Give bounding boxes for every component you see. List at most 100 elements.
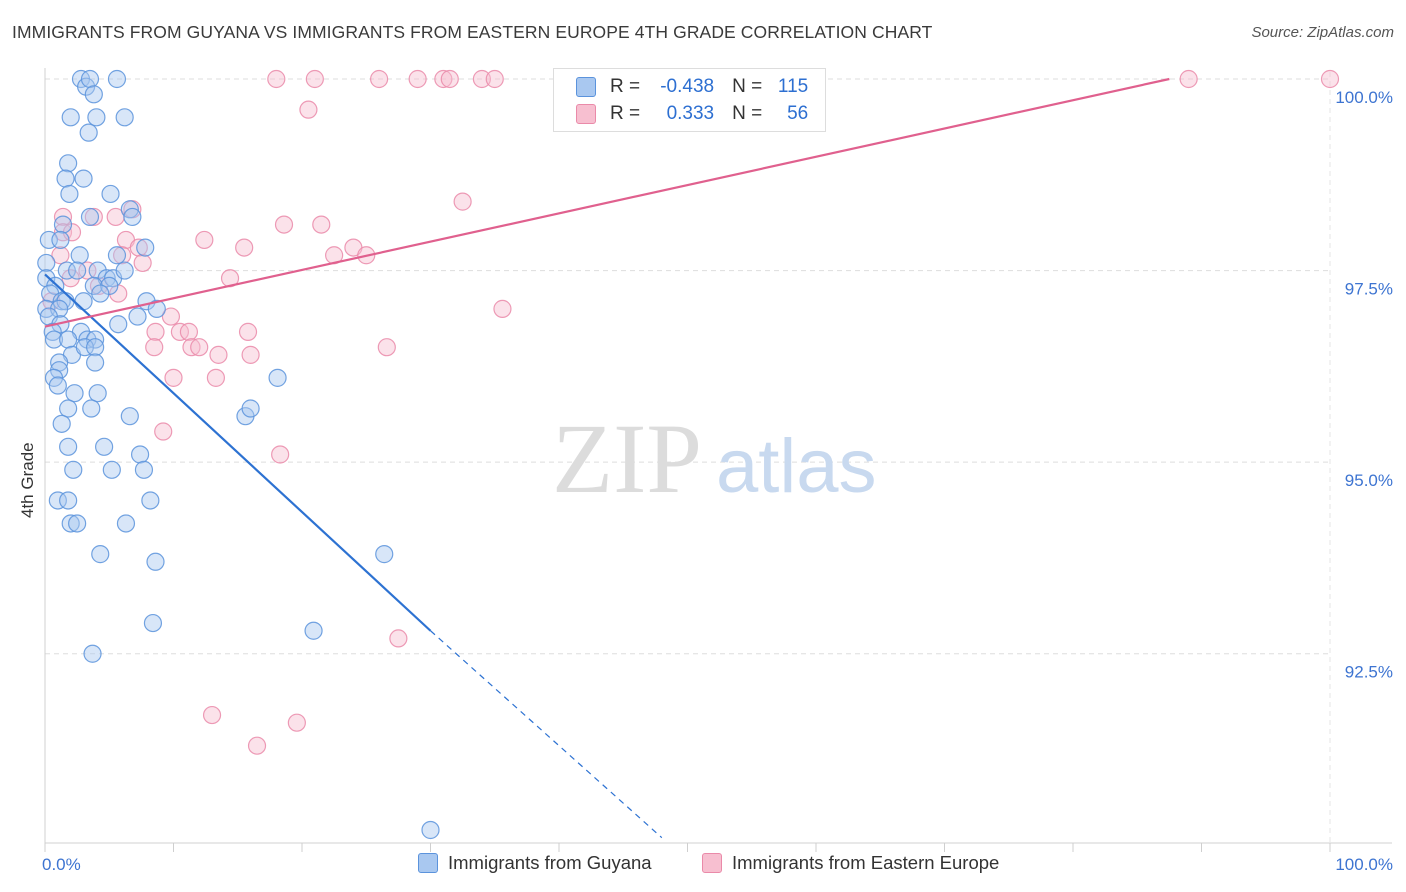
guyana-r-value: -0.438: [660, 76, 715, 97]
eastern-europe-point: [78, 261, 97, 280]
guyana-point: [83, 644, 102, 663]
guyana-point: [123, 207, 142, 227]
eastern-europe-point: [53, 207, 73, 227]
guyana-point: [74, 292, 93, 311]
guyana-point: [68, 261, 87, 280]
guyana-point: [61, 514, 80, 533]
legend-item-eastern-europe[interactable]: Immigrants from Eastern Europe: [702, 852, 999, 874]
guyana-point: [109, 315, 128, 334]
guyana-point: [128, 307, 147, 326]
guyana-point: [115, 261, 134, 280]
eastern-europe-point: [195, 230, 214, 250]
eastern-europe-point: [209, 345, 228, 364]
guyana-point: [86, 353, 105, 372]
eastern-europe-point: [145, 338, 164, 357]
eastern-europe-point: [154, 422, 173, 441]
guyana-point: [268, 368, 287, 387]
eastern-europe-point: [182, 338, 201, 357]
guyana-point: [74, 169, 93, 188]
series-eastern-europe-points: [42, 69, 1340, 755]
guyana-point: [241, 399, 260, 418]
r-label: R =: [610, 76, 641, 97]
eastern-europe-point: [1179, 69, 1198, 89]
stats-legend: R = -0.438 N = 115 R = 0.333 N = 56: [553, 68, 826, 132]
guyana-point: [141, 491, 160, 510]
guyana-point: [82, 399, 101, 418]
series-guyana-points: [37, 69, 440, 840]
guyana-point: [86, 330, 105, 349]
eastern-europe-swatch: [576, 104, 596, 124]
chart-title: IMMIGRANTS FROM GUYANA VS IMMIGRANTS FRO…: [12, 22, 933, 42]
eastern-europe-point: [238, 322, 258, 341]
guyana-point: [59, 399, 78, 418]
x-tick-label: 0.0%: [42, 855, 81, 874]
guyana-point: [130, 445, 150, 464]
eastern-europe-point: [274, 215, 294, 234]
x-tick-labels: 0.0% 100.0%: [42, 855, 1393, 874]
y-tick-label: 100.0%: [1335, 88, 1393, 107]
eastern-europe-point: [112, 246, 132, 265]
n-label: N =: [732, 76, 763, 97]
guyana-point: [43, 322, 62, 341]
eastern-europe-legend-label: Immigrants from Eastern Europe: [732, 852, 1000, 873]
guyana-point: [70, 246, 89, 265]
guyana-point: [37, 253, 56, 273]
eastern-europe-point: [164, 368, 183, 387]
n-label: N =: [732, 103, 763, 124]
stats-legend-row-guyana: R = -0.438 N = 115: [576, 75, 808, 99]
stats-legend-row-eastern-europe: R = 0.333 N = 56: [576, 102, 808, 126]
guyana-point: [102, 460, 121, 479]
guyana-point: [136, 238, 155, 257]
guyana-point: [75, 338, 94, 357]
guyana-point: [84, 85, 103, 104]
eastern-europe-n-value: 56: [787, 103, 809, 124]
r-label: R =: [610, 103, 641, 124]
eastern-europe-point: [389, 629, 408, 648]
bottom-legend: Immigrants from Guyana Immigrants from E…: [0, 852, 1406, 878]
eastern-europe-point: [408, 69, 427, 89]
eastern-europe-point: [206, 368, 226, 387]
legend-item-guyana[interactable]: Immigrants from Guyana: [418, 852, 652, 874]
eastern-europe-legend-swatch: [702, 853, 722, 873]
eastern-europe-point: [453, 192, 472, 211]
guyana-point: [48, 376, 67, 395]
source-credit: Source: ZipAtlas.com: [1251, 24, 1394, 41]
guyana-legend-swatch: [418, 853, 438, 873]
guyana-point: [115, 108, 134, 127]
eastern-europe-point: [370, 69, 389, 89]
guyana-trend-line-extension: [430, 630, 663, 839]
guyana-point: [44, 330, 64, 349]
guyana-point: [134, 460, 154, 479]
eastern-europe-r-value: 0.333: [666, 103, 715, 124]
y-tick-label: 92.5%: [1345, 663, 1393, 682]
guyana-point: [51, 230, 70, 250]
guyana-point: [91, 284, 110, 303]
watermark-atlas: atlas: [716, 424, 877, 509]
x-tick-label: 100.0%: [1335, 855, 1393, 874]
guyana-point: [421, 820, 440, 840]
guyana-point: [80, 207, 100, 227]
trend-lines: [44, 77, 1170, 839]
guyana-point: [64, 460, 83, 479]
eastern-europe-point: [247, 736, 267, 755]
guyana-point: [95, 437, 114, 456]
eastern-europe-point: [299, 100, 318, 119]
eastern-europe-point: [161, 307, 181, 326]
guyana-point: [107, 246, 127, 265]
guyana-point: [65, 384, 84, 403]
eastern-europe-point: [287, 713, 306, 732]
eastern-europe-point: [133, 253, 152, 273]
guyana-point: [57, 261, 76, 280]
eastern-europe-trend-line: [44, 77, 1170, 328]
eastern-europe-point: [1320, 69, 1340, 89]
eastern-europe-point: [146, 322, 165, 341]
y-tick-labels: 100.0% 97.5% 95.0% 92.5%: [1335, 88, 1393, 682]
eastern-europe-point: [305, 69, 324, 89]
guyana-point: [79, 123, 98, 142]
guyana-point: [56, 169, 75, 188]
axes: [44, 68, 1392, 852]
guyana-n-value: 115: [777, 76, 809, 97]
eastern-europe-point: [312, 215, 331, 234]
eastern-europe-point: [267, 69, 286, 89]
